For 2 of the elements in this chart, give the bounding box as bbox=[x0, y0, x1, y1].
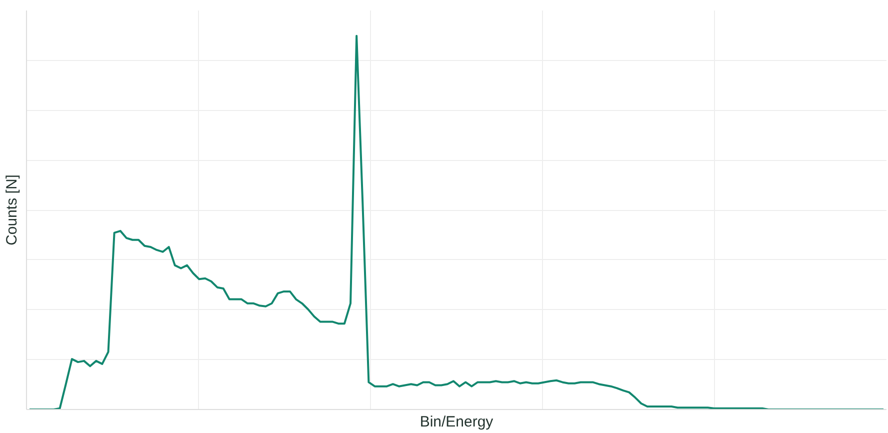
y-axis-title: Counts [N] bbox=[4, 174, 20, 246]
x-axis-title: Bin/Energy bbox=[420, 414, 494, 430]
